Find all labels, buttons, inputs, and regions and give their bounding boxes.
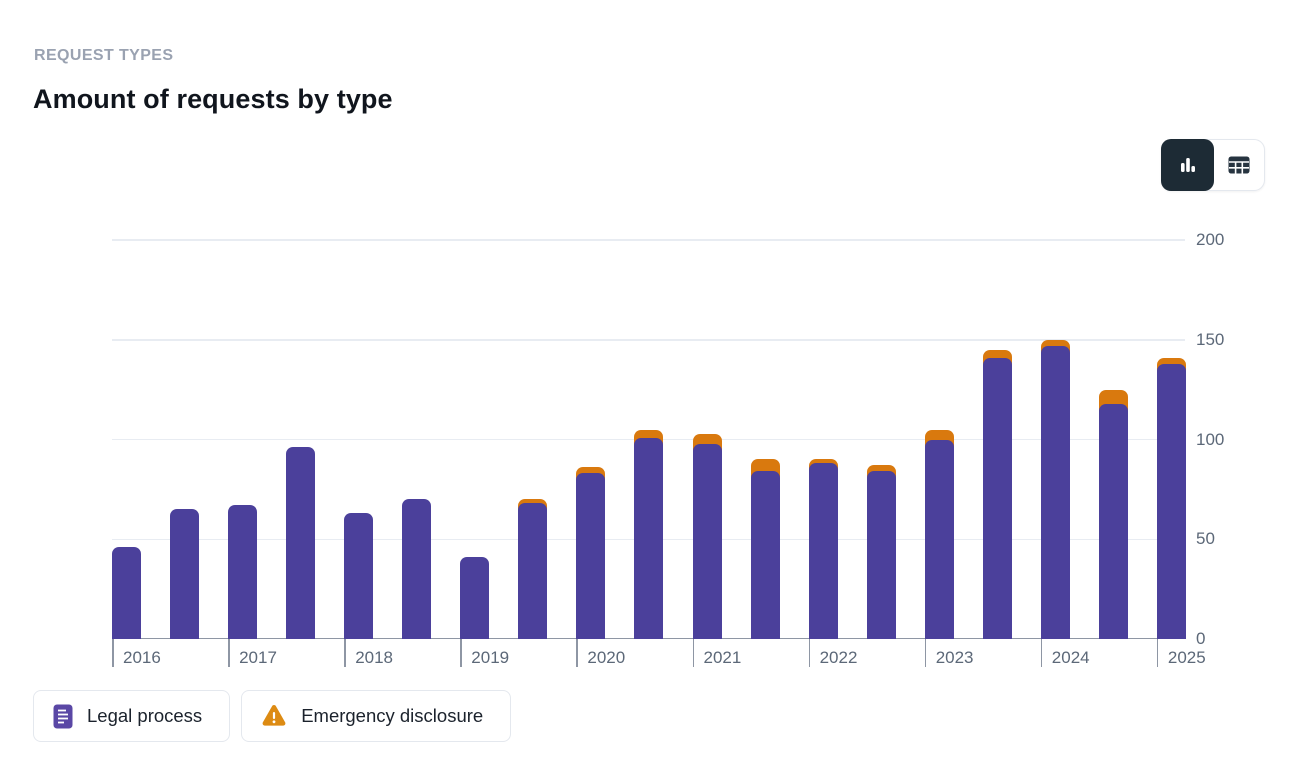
bar-2019-h1-legal-process[interactable] [460,557,490,639]
bar-2020-h2-legal-process[interactable] [634,437,664,639]
bar-2025-h1-legal-process[interactable] [1156,363,1186,639]
x-tick-2021 [692,639,694,667]
bar-2016-h2-legal-process[interactable] [170,509,199,639]
y-tick-label-0: 0 [1196,629,1206,648]
bar-2022-h2-legal-process[interactable] [866,471,896,639]
page-title: Amount of requests by type [33,84,393,114]
bar-2016-h1-legal-process[interactable] [112,547,141,639]
y-tick-label-200: 200 [1196,230,1225,249]
x-tick-2025 [1156,639,1159,667]
bar-2023-h2-legal-process[interactable] [982,357,1012,639]
bar-2020-h1-legal-process[interactable] [576,473,606,639]
bar-2017-h2-legal-process[interactable] [286,447,316,639]
x-tick-2018 [344,639,346,667]
x-label-2021: 2021 [703,648,742,667]
section-eyebrow: REQUEST TYPES [34,47,174,64]
x-label-2019: 2019 [471,648,510,667]
x-label-2020: 2020 [587,648,626,667]
table-view-button[interactable] [1213,140,1264,190]
bar-2022-h1-legal-process[interactable] [808,463,838,639]
x-tick-2019 [460,639,462,667]
warning-triangle-icon [262,705,286,726]
chart-legend: Legal process Emergency disclosure [33,690,512,742]
y-tick-label-150: 150 [1196,329,1225,349]
table-icon [1228,156,1249,174]
x-label-2018: 2018 [355,648,394,667]
x-label-2017: 2017 [239,648,277,667]
legend-label-legal-process: Legal process [87,705,203,726]
x-label-2024: 2024 [1051,648,1090,667]
bar-2017-h1-legal-process[interactable] [228,505,258,639]
y-tick-label-100: 100 [1196,429,1225,449]
x-tick-2016 [112,639,114,667]
gridline-150 [112,339,1185,341]
x-label-2016: 2016 [123,648,161,667]
chart-view-button[interactable] [1161,139,1214,191]
y-tick-label-50: 50 [1196,529,1215,549]
view-toggle [1161,139,1265,191]
legend-item-emergency-disclosure[interactable]: Emergency disclosure [241,690,512,742]
bar-2018-h2-legal-process[interactable] [402,499,432,639]
bar-2018-h1-legal-process[interactable] [344,513,374,639]
x-tick-2022 [808,639,811,667]
bar-2019-h2-legal-process[interactable] [518,503,548,639]
legend-item-legal-process[interactable]: Legal process [33,690,231,742]
bar-2024-h2-legal-process[interactable] [1098,403,1128,639]
legend-label-emergency-disclosure: Emergency disclosure [301,705,484,726]
bar-2023-h1-legal-process[interactable] [924,439,954,639]
document-icon [53,704,73,728]
bar-chart-icon [1180,158,1195,172]
bar-2021-h1-legal-process[interactable] [692,443,722,639]
x-label-2023: 2023 [935,648,974,667]
requests-by-type-chart: 2016 2017 2018 2019 2020 2021 2022 2023 2024 2025… [112,231,1224,667]
gridline-200 [112,239,1185,241]
x-label-2022: 2022 [819,648,858,667]
x-tick-2020 [576,639,578,667]
bar-2024-h1-legal-process[interactable] [1040,345,1070,639]
x-label-2025: 2025 [1167,648,1206,667]
x-tick-2017 [228,639,230,667]
x-tick-2023 [924,639,927,667]
x-tick-2024 [1040,639,1043,667]
bar-2021-h2-legal-process[interactable] [750,471,780,639]
